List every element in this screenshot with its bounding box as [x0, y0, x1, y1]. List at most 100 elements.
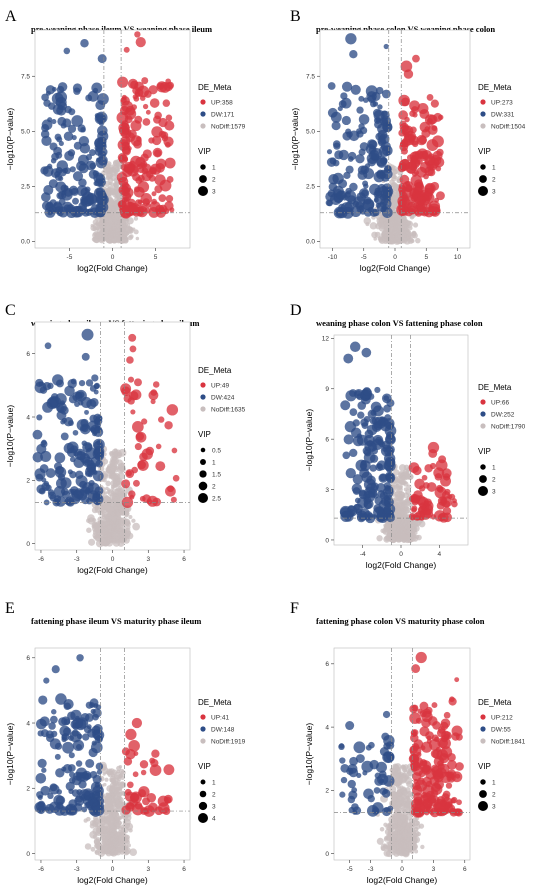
- point-down: [362, 198, 375, 211]
- point-down: [88, 169, 99, 179]
- legend-swatch-down: [200, 394, 206, 400]
- x-axis-label: log2(Fold Change): [77, 565, 148, 575]
- x-tick-label: 4: [437, 551, 441, 558]
- point-down: [352, 487, 361, 495]
- point-up: [421, 764, 432, 775]
- point-down: [84, 409, 89, 415]
- point-up: [398, 185, 407, 194]
- y-tick-label: 0.0: [21, 239, 30, 246]
- point-nodiff: [133, 216, 139, 221]
- legend-label-down: DW:252: [491, 411, 515, 418]
- vip-size-dot: [199, 790, 207, 798]
- point-down: [53, 486, 66, 498]
- point-up: [417, 103, 429, 115]
- point-down: [364, 486, 375, 498]
- point-down: [78, 379, 86, 387]
- point-down: [350, 84, 361, 95]
- point-up: [451, 732, 460, 741]
- point-nodiff: [405, 231, 411, 238]
- point-down: [80, 187, 90, 197]
- point-down: [349, 341, 361, 352]
- y-tick-label: 2.5: [21, 184, 30, 191]
- point-down: [340, 764, 350, 773]
- point-down: [341, 81, 353, 92]
- point-nodiff: [405, 796, 410, 801]
- point-up: [407, 201, 414, 208]
- point-down: [94, 206, 106, 218]
- point-down: [343, 353, 354, 364]
- point-down: [373, 171, 385, 183]
- point-down: [349, 756, 358, 766]
- point-down: [40, 166, 49, 175]
- point-down: [381, 145, 393, 156]
- point-down: [374, 386, 381, 394]
- x-tick-label: -6: [38, 556, 44, 563]
- point-down: [51, 665, 60, 674]
- point-up: [123, 46, 130, 53]
- point-down: [97, 54, 107, 64]
- point-down: [334, 150, 344, 160]
- point-down: [86, 160, 96, 171]
- point-up: [130, 389, 142, 401]
- point-nodiff: [90, 846, 96, 852]
- legend-title: DE_Meta: [478, 383, 512, 392]
- point-down: [43, 677, 50, 684]
- point-down: [58, 717, 68, 727]
- point-down: [363, 788, 374, 800]
- point-down: [370, 100, 377, 108]
- point-up: [129, 791, 142, 804]
- point-down: [75, 389, 87, 402]
- point-up: [425, 780, 433, 788]
- point-nodiff: [420, 844, 425, 850]
- x-tick-label: 6: [182, 556, 186, 563]
- point-down: [362, 770, 368, 776]
- point-nodiff: [112, 494, 119, 501]
- point-nodiff: [92, 219, 99, 226]
- point-down: [80, 486, 91, 497]
- point-up: [412, 465, 422, 476]
- x-tick-label: 0: [393, 254, 397, 261]
- point-down: [366, 804, 379, 817]
- legend-title: DE_Meta: [478, 698, 512, 707]
- x-tick-label: 5: [424, 254, 428, 261]
- point-up: [146, 170, 154, 179]
- point-up: [118, 122, 130, 134]
- point-down: [383, 43, 389, 50]
- point-down: [75, 743, 82, 750]
- point-down: [364, 163, 371, 169]
- point-down: [69, 166, 76, 173]
- point-up: [443, 711, 451, 719]
- point-down: [75, 760, 83, 767]
- point-down: [383, 807, 389, 813]
- point-nodiff: [406, 528, 411, 533]
- legend-label-nodiff: NoDiff:1841: [491, 738, 526, 745]
- point-down: [70, 719, 80, 729]
- point-nodiff: [94, 231, 102, 239]
- point-up: [435, 746, 441, 753]
- point-down: [373, 787, 381, 794]
- point-down: [376, 483, 386, 493]
- panel-c: Cweaning phase ileum VS fattening phase …: [5, 302, 246, 575]
- y-tick-label: 3: [325, 487, 329, 494]
- point-up: [152, 381, 160, 388]
- y-tick-label: 4: [26, 720, 30, 727]
- point-nodiff: [110, 473, 119, 481]
- point-up: [117, 76, 129, 88]
- legend-swatch-down: [480, 726, 486, 732]
- point-up: [421, 791, 428, 799]
- point-down: [357, 401, 367, 410]
- legend-title: DE_Meta: [198, 698, 232, 707]
- y-axis-label: −log10(P−value): [304, 723, 314, 786]
- point-down: [353, 741, 366, 754]
- vip-size-label: 1: [492, 464, 496, 471]
- point-down: [72, 197, 79, 205]
- point-nodiff: [410, 239, 415, 243]
- point-down: [356, 106, 364, 114]
- point-down: [362, 446, 372, 456]
- point-nodiff: [394, 763, 402, 770]
- point-down: [38, 695, 48, 705]
- legend: DE_Meta UP:212 DW:55 NoDiff:1841 VIP 1 2 3: [478, 698, 526, 811]
- point-up: [411, 731, 417, 738]
- point-up: [155, 443, 162, 450]
- point-down: [349, 182, 358, 192]
